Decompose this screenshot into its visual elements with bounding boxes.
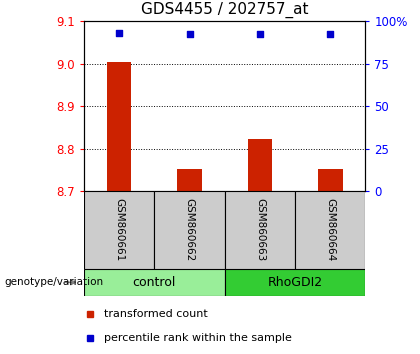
Bar xyxy=(177,169,202,191)
Text: GSM860664: GSM860664 xyxy=(325,199,335,262)
Bar xyxy=(107,62,131,191)
Bar xyxy=(225,269,365,296)
Bar xyxy=(84,191,155,269)
Bar xyxy=(155,191,225,269)
Point xyxy=(186,31,193,37)
Text: transformed count: transformed count xyxy=(104,308,207,319)
Bar xyxy=(247,139,272,191)
Bar xyxy=(225,191,295,269)
Bar xyxy=(84,269,225,296)
Text: genotype/variation: genotype/variation xyxy=(4,277,103,287)
Text: GSM860662: GSM860662 xyxy=(184,199,194,262)
Bar xyxy=(295,191,365,269)
Title: GDS4455 / 202757_at: GDS4455 / 202757_at xyxy=(141,2,308,18)
Text: percentile rank within the sample: percentile rank within the sample xyxy=(104,333,291,343)
Text: control: control xyxy=(133,276,176,289)
Text: GSM860661: GSM860661 xyxy=(114,199,124,262)
Point xyxy=(116,30,123,36)
Point xyxy=(257,31,263,37)
Text: RhoGDI2: RhoGDI2 xyxy=(268,276,323,289)
Point xyxy=(327,31,333,37)
Text: GSM860663: GSM860663 xyxy=(255,199,265,262)
Bar xyxy=(318,169,343,191)
